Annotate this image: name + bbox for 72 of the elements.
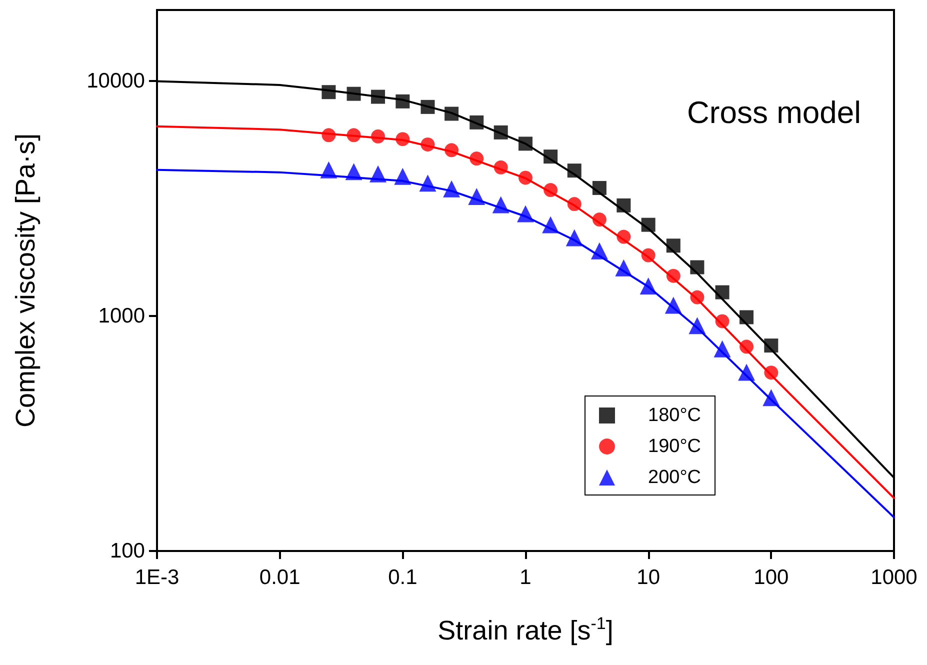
point xyxy=(396,132,410,146)
point xyxy=(715,285,730,300)
point xyxy=(396,94,410,108)
x-tick-label: 0.01 xyxy=(259,566,300,589)
point xyxy=(345,163,362,180)
point xyxy=(714,340,731,358)
point xyxy=(371,90,386,104)
point xyxy=(592,212,606,227)
y-tick-label: 10000 xyxy=(86,69,145,92)
x-tick-label: 100 xyxy=(754,566,789,589)
legend-label: 180°C xyxy=(648,405,702,426)
point xyxy=(517,205,534,222)
point xyxy=(468,188,486,205)
point xyxy=(544,150,558,164)
point xyxy=(690,290,704,304)
point xyxy=(764,338,778,353)
point xyxy=(346,86,361,101)
point xyxy=(518,136,532,151)
point xyxy=(764,366,778,380)
x-tick-label: 1000 xyxy=(870,566,918,589)
y-axis-title: Complex viscosity [Pa·s] xyxy=(10,133,40,428)
point xyxy=(567,164,582,178)
point xyxy=(762,389,780,406)
point xyxy=(320,161,338,178)
point xyxy=(740,310,754,324)
point xyxy=(370,165,387,182)
legend-label: 200°C xyxy=(648,467,702,488)
point xyxy=(394,168,412,185)
legend-label: 190°C xyxy=(648,436,702,457)
point xyxy=(492,196,510,214)
point xyxy=(322,85,336,100)
point xyxy=(419,174,436,192)
point xyxy=(740,340,754,354)
x-tick-label: 10 xyxy=(636,566,660,589)
x-tick-label: 1E-3 xyxy=(134,566,180,589)
point xyxy=(544,183,558,198)
y-tick-label: 100 xyxy=(110,540,145,562)
point xyxy=(444,106,459,121)
point xyxy=(738,364,756,381)
point xyxy=(641,248,656,262)
point xyxy=(616,230,631,244)
point xyxy=(518,170,532,185)
y-tick-label: 1000 xyxy=(98,304,145,328)
x-tick-label: 1 xyxy=(520,566,532,589)
point xyxy=(322,128,336,142)
point xyxy=(666,268,680,283)
point xyxy=(592,180,606,195)
point xyxy=(715,314,730,328)
point xyxy=(494,125,508,140)
point xyxy=(615,259,632,276)
point xyxy=(590,242,608,260)
point xyxy=(690,260,704,274)
point xyxy=(641,218,656,232)
point xyxy=(494,160,508,174)
point xyxy=(444,143,459,158)
point xyxy=(567,197,582,212)
point xyxy=(443,180,460,198)
point xyxy=(470,152,484,166)
point xyxy=(346,128,361,142)
x-tick-label: 0.1 xyxy=(388,566,418,589)
point xyxy=(566,229,583,246)
point xyxy=(420,137,435,152)
point xyxy=(640,278,657,295)
annotation: Cross model xyxy=(687,95,862,130)
point xyxy=(688,317,706,334)
point xyxy=(542,216,560,234)
point xyxy=(420,100,435,114)
point xyxy=(470,115,484,130)
point xyxy=(666,238,680,253)
point xyxy=(664,296,682,314)
point xyxy=(616,198,631,212)
point xyxy=(371,129,386,144)
